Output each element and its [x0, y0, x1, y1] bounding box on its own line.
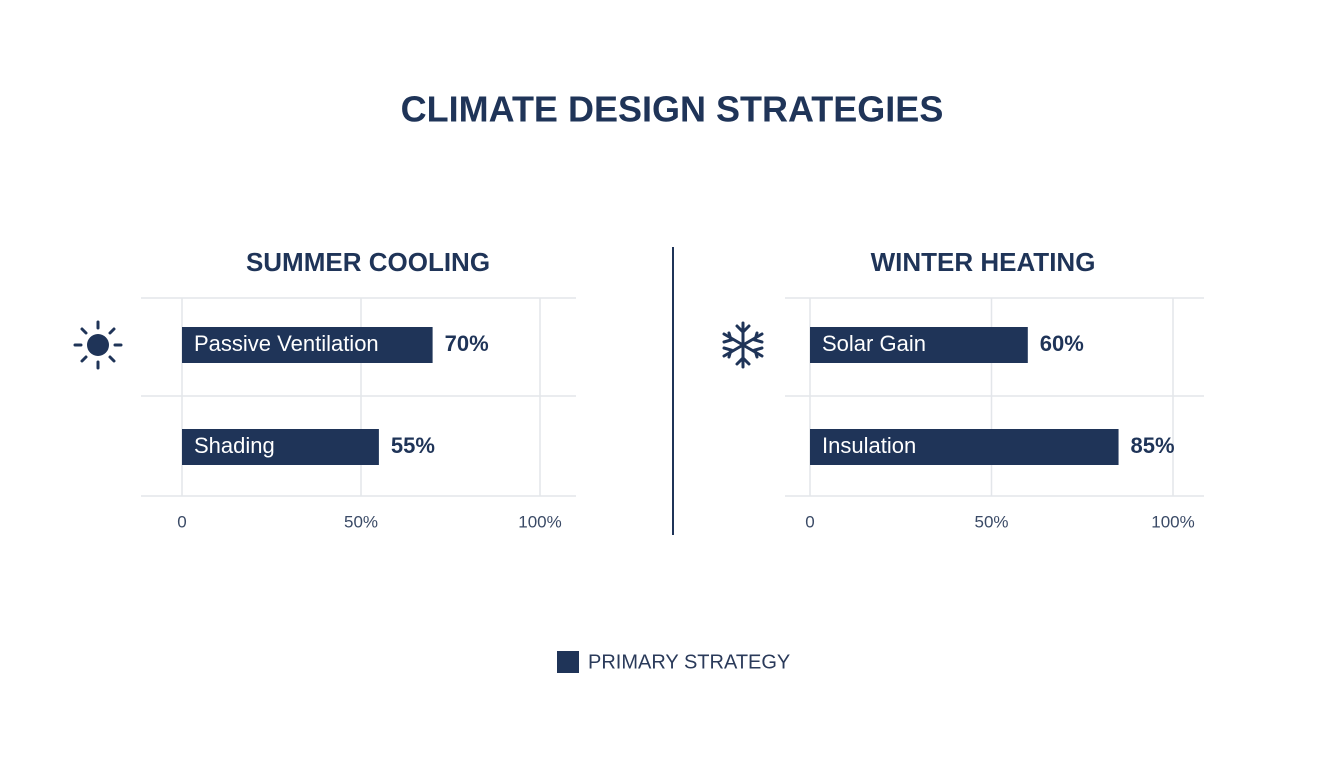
panel-title: WINTER HEATING	[871, 247, 1096, 277]
x-tick-label: 100%	[518, 512, 561, 531]
bar	[182, 327, 433, 363]
x-tick-label: 50%	[974, 512, 1008, 531]
snowflake-icon	[722, 321, 764, 369]
legend-swatch	[557, 651, 579, 673]
category-label: Passive Ventilation	[194, 331, 379, 356]
category-label: Insulation	[822, 433, 916, 458]
x-tick-label: 50%	[344, 512, 378, 531]
x-tick-label: 0	[177, 512, 186, 531]
value-label: 55%	[391, 433, 435, 458]
page-title: CLIMATE DESIGN STRATEGIES	[401, 89, 944, 130]
sun-icon	[73, 320, 123, 370]
x-tick-label: 100%	[1151, 512, 1194, 531]
legend-label: PRIMARY STRATEGY	[588, 651, 790, 673]
category-label: Solar Gain	[822, 331, 926, 356]
value-label: 85%	[1131, 433, 1175, 458]
value-label: 60%	[1040, 331, 1084, 356]
panel-title: SUMMER COOLING	[246, 247, 490, 277]
value-label: 70%	[445, 331, 489, 356]
bar	[810, 429, 1119, 465]
x-tick-label: 0	[805, 512, 814, 531]
bar	[810, 327, 1028, 363]
bar	[182, 429, 379, 465]
category-label: Shading	[194, 433, 275, 458]
